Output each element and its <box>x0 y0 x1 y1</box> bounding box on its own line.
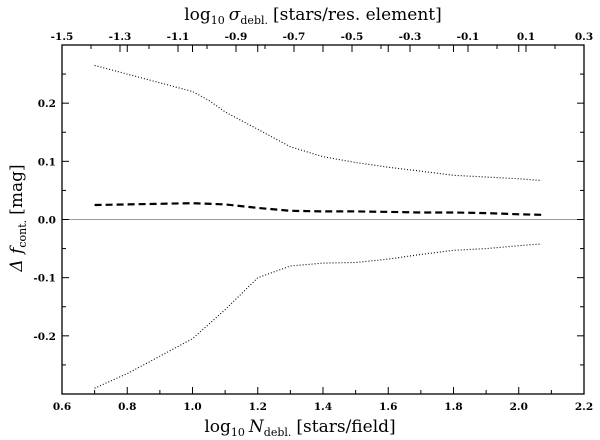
x2-tick-label: -0.9 <box>225 31 248 43</box>
x2-tick-label: -0.5 <box>341 31 364 43</box>
x-tick-label: 1.8 <box>444 401 462 413</box>
y-tick-label: -0.2 <box>33 331 56 343</box>
x-tick-label: 1.2 <box>249 401 267 413</box>
x2-tick-label: -0.1 <box>457 31 480 43</box>
x2-tick-label: -1.1 <box>167 31 190 43</box>
x-tick-label: 1.4 <box>314 401 332 413</box>
x-tick-label: 0.8 <box>118 401 136 413</box>
data-series <box>94 64 542 389</box>
dashed-series <box>94 202 542 216</box>
x-axis-title: log10 Ndebl. [stars/field] <box>204 417 395 439</box>
x2-tick-label: 0.3 <box>575 31 593 43</box>
x2-axis-title: log10 σdebl. [stars/res. element] <box>184 5 442 27</box>
y-axis-title: Δ fcont.[mag] <box>7 164 29 272</box>
x2-tick-label: 0.1 <box>517 31 535 43</box>
y-tick-label: 0.2 <box>38 98 56 110</box>
x2-tick-label: -1.3 <box>109 31 132 43</box>
y-tick-label: 0.0 <box>38 215 56 227</box>
upper-dotted-series <box>94 64 542 182</box>
x-tick-label: 2.2 <box>575 401 593 413</box>
x-tick-label: 0.6 <box>53 401 71 413</box>
x2-tick-label: -0.7 <box>283 31 306 43</box>
x-tick-label: 2.0 <box>510 401 528 413</box>
x2-tick-label: -1.5 <box>51 31 74 43</box>
x2-tick-label: -0.3 <box>399 31 422 43</box>
x-tick-label: 1.6 <box>379 401 397 413</box>
lower-dotted-series <box>94 243 542 389</box>
axis-ticks: 0.6 0.8 1.0 1.2 1.4 1.6 1.8 2.0 2.2 -1.5 -1.3 -1.1 -… <box>33 31 593 413</box>
y-tick-label: 0.1 <box>38 156 56 168</box>
y-tick-label: -0.1 <box>33 273 56 285</box>
x-tick-label: 1.0 <box>183 401 201 413</box>
